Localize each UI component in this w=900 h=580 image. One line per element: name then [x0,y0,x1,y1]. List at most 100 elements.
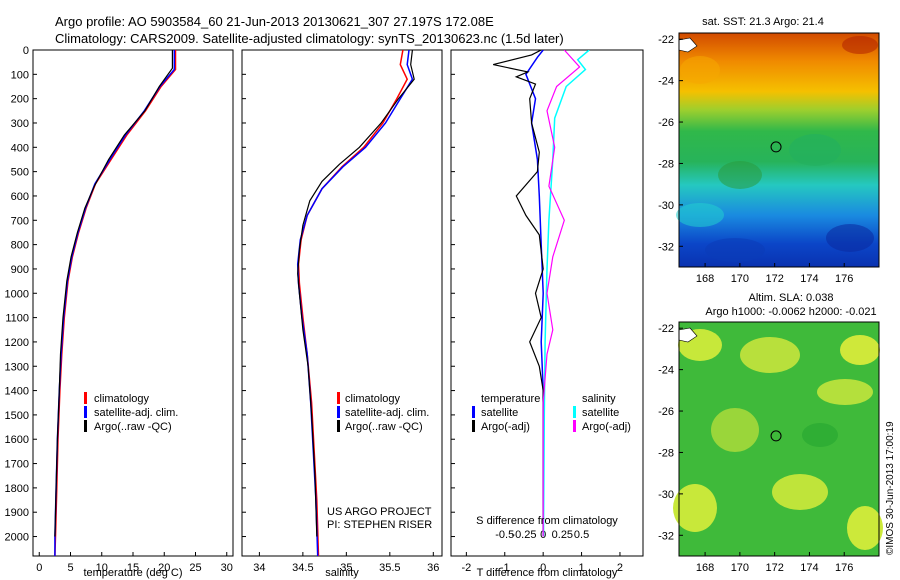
s-diff-tick-label: 0.5 [574,529,589,541]
temperature-tick-label: 25 [189,562,201,574]
header-subtitle: Climatology: CARS2009. Satellite-adjuste… [55,31,564,46]
depth-tick-label: 800 [11,240,29,252]
depth-tick-label: 1600 [5,434,29,446]
depth-tick-label: 0 [23,45,29,57]
temperature-climatology-line [54,50,177,556]
s-diff-tick-label: -0.5 [495,529,514,541]
salinity-argo-line [297,50,415,537]
salinity-plot-frame [241,49,443,557]
sla-yellow-patch [711,408,759,452]
map-lon-tick-label: 168 [696,273,714,285]
temperature-panel: 0100200300400500600700800900100011001200… [5,45,234,579]
sst-green-patch [789,134,841,166]
map-lon-tick-label: 174 [800,562,818,574]
salinity-tick-label: 34 [253,562,265,574]
sla-yellow-patch [772,474,828,510]
legend-label-argo: Argo(..raw -QC) [94,421,172,433]
legend-swatch-climatology [84,392,87,404]
argo-position-marker [770,141,782,153]
sla-yellow-patch [840,335,880,365]
depth-tick-label: 700 [11,215,29,227]
map-lat-tick-label: -28 [658,447,674,459]
sla-map-subtitle: Argo h1000: -0.0062 h2000: -0.021 [705,306,876,318]
credit-project: US ARGO PROJECT [327,506,432,518]
map-lon-tick-label: 172 [765,562,783,574]
s-diff-tick-label: -0.25 [511,529,536,541]
imos-stamp: ©IMOS 30-Jun-2013 17:00:19 [885,421,896,555]
argo-position-marker [770,430,782,442]
salinity-tick-label: 36 [427,562,439,574]
depth-tick-label: 1400 [5,386,29,398]
temperature-x-label: temperature (deg C) [83,567,182,579]
legend-swatch-temp-satellite [472,406,475,418]
t-diff-tick-label: 2 [617,562,623,574]
salinity-panel: 34 34.5 35 35.5 36 salinity climatology sate… [241,49,443,579]
sla-map-title: Altim. SLA: 0.038 [749,292,834,304]
temperature-tick-label: 15 [127,562,139,574]
sla-yellow-patch [740,337,800,373]
map-lat-tick-label: -32 [658,241,674,253]
sst-map-panel: sat. SST: 21.3 Argo: 21.4 168 170 172 174 17… [658,16,880,285]
t-diff-tick-label: -2 [461,562,471,574]
depth-tick-label: 200 [11,94,29,106]
legend-title-salinity: salinity [582,393,616,405]
temperature-legend: climatology satellite-adj. clim. Argo(..… [84,392,178,433]
map-lon-tick-label: 174 [800,273,818,285]
salinity-legend: climatology satellite-adj. clim. Argo(..… [337,392,429,433]
sla-map-axes: 168 170 172 174 176 -22 -24 -26 -28 -30 -32 [658,323,853,574]
depth-tick-label: 300 [11,118,29,130]
sst-map-title: sat. SST: 21.3 Argo: 21.4 [702,16,824,28]
map-lat-tick-label: -26 [658,406,674,418]
temperature-tick-label: 10 [96,562,108,574]
temperature-argo-line [54,50,173,537]
sst-deep-patch [826,224,874,252]
depth-tick-label: 1800 [5,483,29,495]
map-lat-tick-label: -24 [658,76,674,88]
depth-tick-label: 1300 [5,361,29,373]
sst-deep-patch [705,238,765,262]
legend-swatch-argo [84,420,87,432]
legend-swatch-argo [337,420,340,432]
map-lat-tick-label: -30 [658,489,674,501]
legend-swatch-satellite [337,406,340,418]
t-diff-tick-label: -1 [500,562,510,574]
credit-pi: PI: STEPHEN RISER [327,519,432,531]
sst-cyan-patch [676,203,724,227]
depth-tick-label: 1500 [5,410,29,422]
map-lat-tick-label: -22 [658,34,674,46]
legend-label-climatology: climatology [345,393,401,405]
depth-tick-label: 1700 [5,459,29,471]
map-lon-tick-label: 168 [696,562,714,574]
sla-map-frame [678,321,880,557]
t-diff-tick-label: 1 [578,562,584,574]
salinity-x-label: salinity [325,567,359,579]
salinity-depth-ticks [242,49,246,538]
header-title: Argo profile: AO 5903584_60 21-Jun-2013 … [55,14,494,29]
salinity-tick-label: 35.5 [379,562,400,574]
difference-depth-ticks [451,49,455,538]
sst-map-axes: 168 170 172 174 176 -22 -24 -26 -28 -30 -32 [658,34,853,285]
map-lat-tick-label: -30 [658,200,674,212]
temp-diff-satellite-line [525,50,544,537]
difference-legend: temperature salinity satellite Argo(-adj… [472,393,631,433]
temp-diff-argo-line [493,50,544,537]
legend-label-climatology: climatology [94,393,150,405]
depth-tick-label: 1900 [5,507,29,519]
temperature-tick-label: 5 [67,562,73,574]
legend-label-temp-satellite: satellite [481,407,518,419]
salinity-difference-ticks: -0.5-0.25 0 0.25 0.5 [495,529,589,541]
t-diff-tick-label: 0 [540,562,546,574]
map-lon-tick-label: 176 [835,562,853,574]
depth-tick-label: 1100 [5,313,29,325]
sst-map-frame [678,32,880,268]
legend-label-sal-satellite: satellite [582,407,619,419]
legend-label-argo: Argo(..raw -QC) [345,421,423,433]
depth-tick-label: 900 [11,264,29,276]
sst-green-patch [718,161,762,189]
legend-label-satellite: satellite-adj. clim. [345,407,429,419]
temperature-tick-label: 0 [36,562,42,574]
t-diff-label: T difference from climatology [477,567,618,579]
sal-diff-argo-line [542,50,581,537]
map-lat-tick-label: -26 [658,117,674,129]
